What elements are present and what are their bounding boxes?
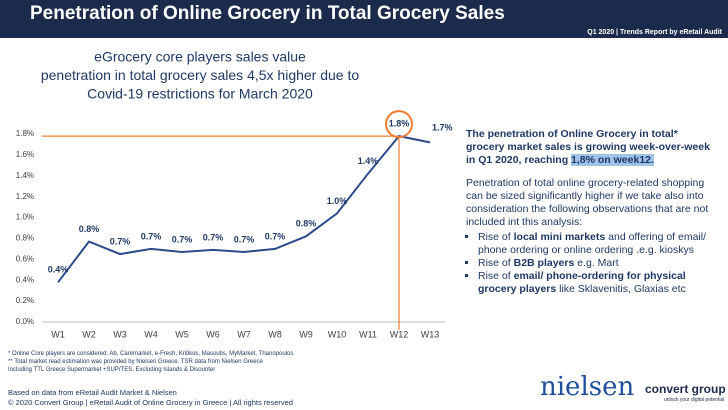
chart-title: eGrocery core players sales value	[94, 49, 306, 65]
bullet-text: and offering of email/ phone ordering or…	[478, 231, 707, 256]
note: Including TTL Greece Supermarket +SUP/TE…	[8, 367, 216, 373]
copyright: © 2020 Convert Group | eRetail Audit of …	[8, 398, 293, 407]
value-label: 0.8%	[296, 219, 317, 229]
headline-highlight: 1,8% on week12.	[571, 154, 654, 166]
bullet-list: Rise of local mini markets and offering …	[466, 231, 718, 296]
bullet-text: email/ phone-ordering for physical groce…	[478, 270, 686, 295]
value-label: 0.7%	[141, 231, 162, 241]
x-tick-label: W3	[113, 329, 127, 339]
y-tick-label: 0.0%	[16, 317, 34, 326]
bullet-text: Rise of	[478, 231, 514, 243]
bullet-text: like Sklavenitis, Glaxias etc	[556, 283, 686, 295]
x-tick-label: W4	[144, 329, 158, 339]
value-label: 0.7%	[265, 231, 286, 241]
chart: eGrocery core players sales value penetra…	[16, 49, 453, 340]
value-label: 0.7%	[110, 236, 131, 246]
x-tick-label: W1	[51, 329, 65, 339]
bullet-text: B2B players	[513, 257, 575, 269]
x-tick-label: W7	[237, 329, 251, 339]
value-label: 1.0%	[327, 196, 348, 206]
body: Penetration of total online grocery-rela…	[466, 177, 709, 228]
bullet: Rise of email/ phone-ordering for physic…	[478, 270, 718, 296]
value-label: 1.7%	[432, 123, 453, 133]
bullet-text: e.g. Mart	[574, 257, 619, 269]
highlight-circle	[385, 110, 413, 139]
headline: The penetration of Online Grocery in tot…	[466, 128, 718, 167]
x-tick-label: W5	[175, 329, 189, 339]
x-tick-label: W9	[299, 329, 313, 339]
y-tick-label: 0.2%	[16, 296, 34, 305]
x-tick-label: W8	[268, 329, 282, 339]
bullet-text: Rise of	[478, 270, 514, 282]
source: Based on data from eRetail Audit Market …	[8, 388, 293, 408]
x-tick-label: W12	[390, 329, 409, 339]
y-tick-label: 1.8%	[16, 129, 34, 138]
chart-title: penetration in total grocery sales 4,5x …	[41, 67, 360, 83]
bullet-text: local mini markets	[513, 231, 606, 243]
note: * Online Core players are considered: Ab…	[8, 351, 294, 357]
value-label: 0.8%	[79, 224, 100, 234]
y-tick-label: 0.6%	[16, 254, 34, 263]
value-label: 1.4%	[358, 156, 379, 166]
x-tick-label: W2	[82, 329, 96, 339]
bullet: Rise of B2B players e.g. Mart	[478, 257, 718, 270]
line	[57, 134, 431, 283]
bullet-text: Rise of	[478, 257, 514, 269]
chart-title: Covid-19 restrictions for March 2020	[87, 86, 313, 102]
x-tick-label: W6	[206, 329, 220, 339]
y-tick-label: 1.2%	[16, 192, 34, 201]
x-tick-label: W13	[421, 329, 440, 339]
y-tick-label: 1.0%	[16, 213, 34, 222]
logo: nielsen	[540, 372, 635, 402]
headline-text: The penetration of Online Grocery in tot…	[466, 128, 710, 166]
insight: The penetration of Online Grocery in tot…	[466, 128, 718, 296]
y-tick-label: 0.8%	[16, 234, 34, 243]
note: ** Total market read estimation was prov…	[8, 359, 263, 365]
y-tick-label: 1.6%	[16, 150, 34, 159]
value-label: 1.8%	[389, 118, 410, 128]
bullet: Rise of local mini markets and offering …	[478, 231, 718, 257]
value-label: 0.7%	[234, 234, 255, 244]
x-tick-label: W11	[359, 329, 377, 339]
logo: convert group	[645, 382, 726, 396]
notes: * Online Core players are considered: Ab…	[8, 350, 468, 374]
value-label: 0.4%	[48, 265, 69, 275]
x-tick-label: W10	[328, 329, 347, 339]
title-bar: Penetration of Online Grocery in Total G…	[0, 0, 728, 28]
value-label: 0.7%	[203, 232, 224, 242]
value-label: 0.7%	[172, 234, 193, 244]
y-tick-label: 1.4%	[16, 171, 34, 180]
logo-tagline: unlock your digital potential	[664, 397, 725, 403]
source-text: Based on data from eRetail Audit Market …	[8, 388, 177, 397]
subtitle: Q1 2020 | Trends Report by eRetail Audit	[0, 28, 728, 38]
y-tick-label: 0.4%	[16, 275, 34, 284]
